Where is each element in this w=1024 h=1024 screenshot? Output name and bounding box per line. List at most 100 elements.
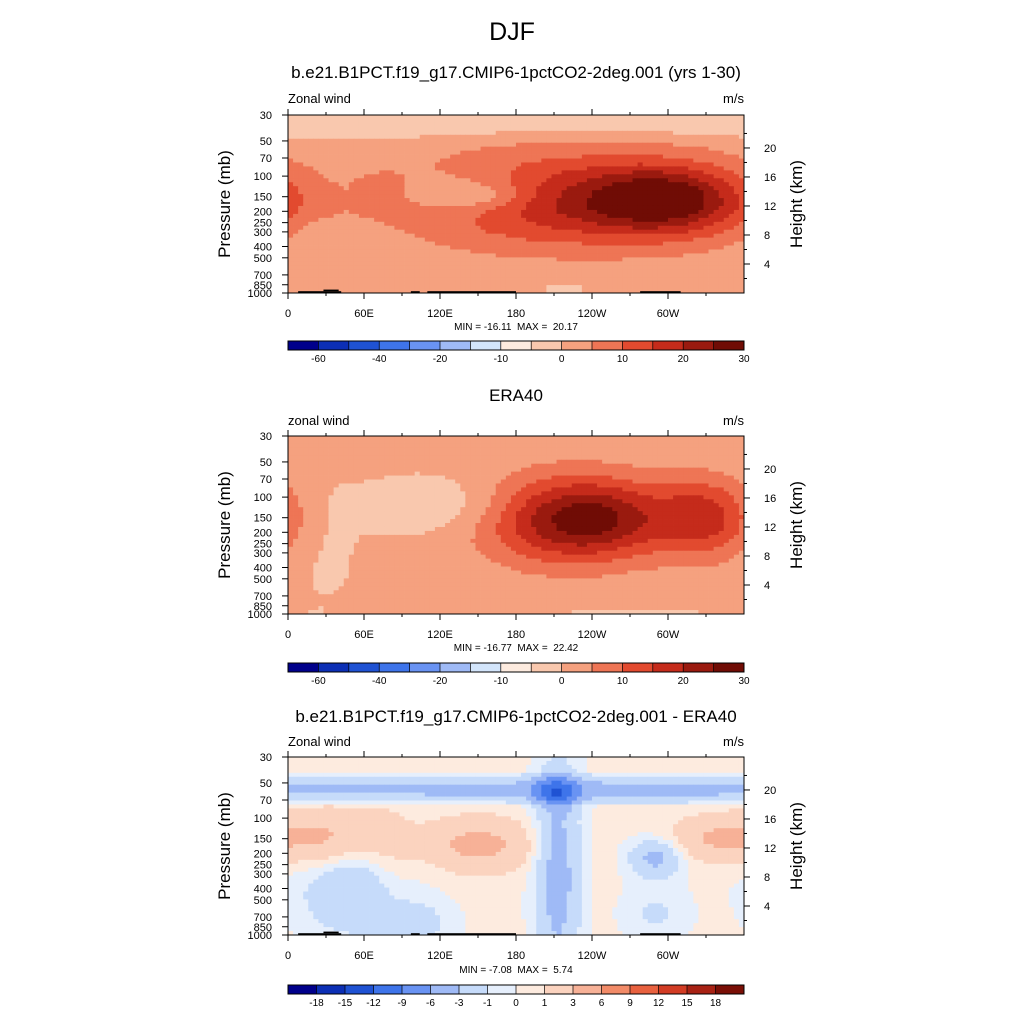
- contour-cell: [343, 265, 350, 270]
- contour-cell: [323, 265, 329, 270]
- contour-cell: [419, 217, 426, 223]
- contour-cell: [313, 130, 319, 136]
- contour-cell: [450, 436, 456, 441]
- contour-cell: [434, 225, 441, 231]
- contour-cell: [647, 221, 654, 227]
- contour-cell: [445, 217, 451, 223]
- contour-cell: [551, 122, 557, 128]
- contour-cell: [343, 182, 350, 187]
- contour-cell: [434, 447, 441, 453]
- contour-cell: [566, 467, 573, 472]
- contour-cell: [298, 150, 304, 155]
- contour-cell: [647, 158, 654, 163]
- contour-cell: [632, 467, 638, 472]
- contour-cell: [455, 138, 461, 144]
- contour-cell: [450, 261, 456, 266]
- contour-cell: [374, 122, 380, 128]
- contour-cell: [556, 174, 562, 179]
- contour-cell: [662, 198, 669, 203]
- contour-cell: [374, 150, 380, 155]
- contour-cell: [288, 281, 294, 286]
- contour-cell: [723, 142, 730, 148]
- contour-cell: [414, 166, 421, 171]
- contour-cell: [556, 281, 562, 286]
- contour-cell: [455, 194, 461, 199]
- contour-cell: [485, 249, 492, 254]
- contour-cell: [298, 237, 304, 242]
- contour-cell: [698, 126, 704, 132]
- contour-cell: [536, 281, 542, 286]
- contour-cell: [364, 241, 370, 246]
- contour-cell: [561, 237, 568, 242]
- contour-cell: [424, 142, 431, 148]
- contour-cell: [673, 245, 679, 250]
- contour-cell: [429, 182, 436, 187]
- contour-cell: [303, 257, 309, 262]
- contour-cell: [505, 443, 512, 449]
- contour-cell: [683, 277, 689, 282]
- contour-cell: [632, 233, 638, 239]
- contour-cell: [713, 190, 720, 195]
- contour-cell: [602, 130, 608, 136]
- contour-cell: [541, 202, 547, 207]
- contour-cell: [738, 463, 745, 469]
- contour-cell: [480, 233, 486, 239]
- contour-cell: [673, 257, 679, 262]
- contour-cell: [566, 451, 573, 457]
- contour-cell: [516, 209, 522, 215]
- contour-cell: [551, 249, 557, 254]
- contour-cell: [733, 245, 740, 250]
- contour-cell: [561, 130, 568, 136]
- contour-cell: [298, 190, 304, 195]
- contour-cell: [571, 138, 578, 144]
- contour-cell: [303, 130, 309, 136]
- contour-cell: [303, 194, 309, 199]
- contour-cell: [581, 447, 588, 453]
- contour-cell: [586, 443, 593, 449]
- contour-cell: [683, 221, 689, 227]
- contour-cell: [414, 186, 421, 191]
- contour-cell: [551, 166, 557, 171]
- contour-cell: [592, 467, 598, 472]
- contour-cell: [404, 198, 410, 203]
- contour-cell: [455, 249, 461, 254]
- contour-cell: [602, 439, 608, 445]
- contour-cell: [364, 150, 370, 155]
- contour-cell: [470, 241, 476, 246]
- contour-cell: [434, 126, 441, 132]
- contour-cell: [429, 130, 436, 136]
- contour-cell: [627, 122, 633, 128]
- contour-cell: [409, 447, 416, 453]
- contour-cell: [485, 455, 492, 461]
- contour-cell: [612, 233, 618, 239]
- contour-cell: [546, 154, 552, 159]
- contour-cell: [521, 459, 527, 465]
- contour-cell: [379, 162, 385, 167]
- contour-cell: [708, 174, 714, 179]
- contour-cell: [683, 459, 689, 465]
- contour-cell: [384, 253, 390, 258]
- contour-cell: [434, 451, 441, 457]
- contour-cell: [612, 154, 618, 159]
- contour-cell: [673, 205, 679, 211]
- contour-cell: [627, 229, 633, 235]
- contour-cell: [409, 142, 416, 148]
- contour-cell: [617, 134, 623, 140]
- contour-cell: [288, 126, 294, 132]
- contour-cell: [353, 253, 360, 258]
- contour-cell: [678, 439, 684, 445]
- contour-cell: [495, 178, 502, 183]
- contour-cell: [637, 146, 644, 151]
- contour-cell: [551, 118, 557, 124]
- contour-cell: [440, 190, 446, 195]
- contour-cell: [576, 245, 583, 250]
- contour-cell: [470, 166, 476, 171]
- contour-cell: [642, 443, 649, 449]
- contour-cell: [556, 209, 562, 215]
- contour-cell: [384, 150, 390, 155]
- contour-cell: [556, 436, 562, 441]
- contour-cell: [424, 436, 431, 441]
- contour-cell: [313, 150, 319, 155]
- contour-cell: [668, 182, 674, 187]
- contour-cell: [607, 217, 613, 223]
